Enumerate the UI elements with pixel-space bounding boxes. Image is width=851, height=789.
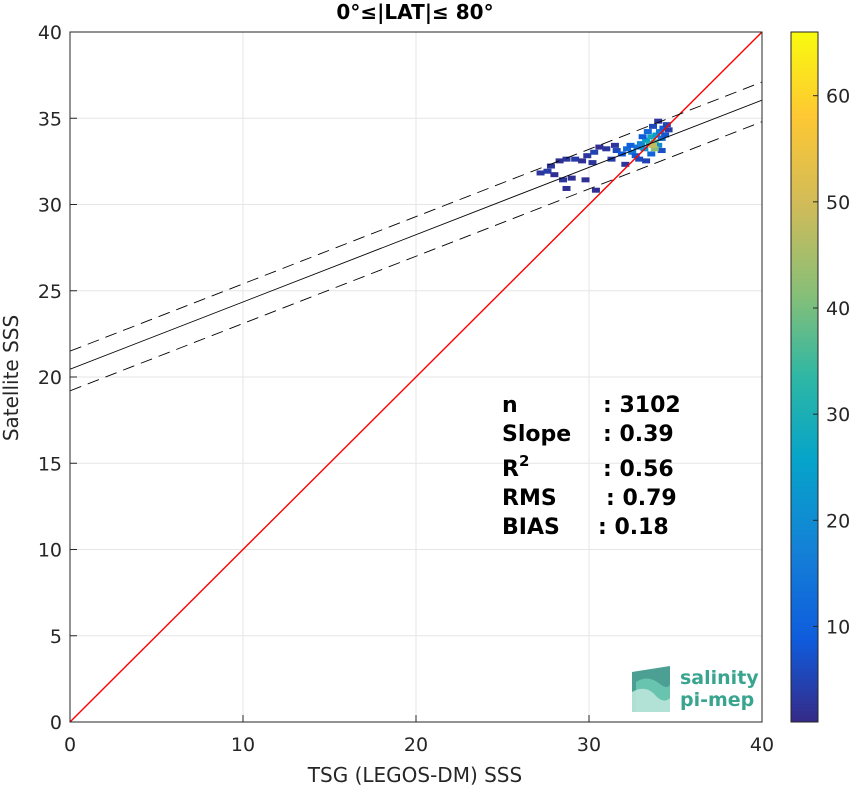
y-tick-label: 40 [38, 22, 62, 44]
density-cells [536, 118, 673, 193]
density-cell [655, 129, 664, 135]
density-cell [638, 134, 647, 140]
regression-lines [70, 32, 762, 722]
x-tick-label: 20 [404, 734, 428, 756]
colorbar-tick-label: 30 [826, 404, 850, 426]
y-tick-label: 10 [38, 540, 62, 562]
density-cell [657, 148, 666, 154]
x-axis-ticks: 0 10 20 30 40 [64, 715, 774, 756]
density-cell [583, 153, 592, 159]
density-cell [602, 146, 611, 152]
density-cell [578, 158, 587, 164]
x-tick-label: 30 [577, 734, 601, 756]
density-cell [661, 132, 670, 138]
density-cell [581, 177, 590, 183]
density-cell [610, 142, 619, 148]
colorbar-tick-label: 60 [826, 86, 850, 108]
density-cell [635, 156, 644, 162]
y-tick-label: 30 [38, 195, 62, 217]
density-cell [628, 149, 637, 155]
density-cell [642, 158, 651, 164]
logo-text-line2: pi-mep [680, 689, 754, 711]
colorbar-tick-label: 20 [826, 510, 850, 532]
density-cell [562, 156, 571, 162]
density-cell [649, 123, 658, 129]
density-cell [664, 127, 673, 133]
density-cell [543, 168, 552, 174]
y-axis-ticks: 0 5 10 15 20 25 30 35 40 [38, 22, 77, 734]
chart-title: 0°≤|LAT|≤ 80° [336, 0, 493, 24]
density-cell [590, 149, 599, 155]
density-cell [626, 142, 635, 148]
colorbar-tick-label: 10 [826, 616, 850, 638]
y-tick-label: 25 [38, 281, 62, 303]
density-cell [657, 135, 666, 141]
density-cell [654, 118, 663, 124]
density-cell [642, 137, 651, 143]
identity-line [70, 32, 762, 722]
colorbar-tick-label: 50 [826, 192, 850, 214]
stat-rms-label: RMS [502, 486, 557, 511]
stat-bias-label: BIAS [502, 515, 560, 540]
upper-bound-line [70, 81, 762, 352]
density-cell [571, 156, 580, 162]
stat-rms-value: : 0.79 [606, 486, 677, 511]
density-cell [607, 156, 616, 162]
density-cell [536, 170, 545, 176]
y-tick-label: 35 [38, 108, 62, 130]
density-cell [643, 129, 652, 135]
density-cell [647, 134, 656, 140]
density-cell [546, 163, 555, 169]
stat-slope-value: : 0.39 [603, 422, 674, 447]
density-cell [591, 187, 600, 193]
y-tick-label: 0 [50, 712, 62, 734]
statistics-box: n : 3102 Slope : 0.39 R2 : 0.56 RMS : 0.… [502, 393, 681, 540]
density-cell [649, 142, 658, 148]
density-cell [633, 144, 642, 150]
stat-n-label: n [502, 393, 518, 418]
stat-r2-label: R2 [502, 452, 529, 482]
y-tick-label: 15 [38, 453, 62, 475]
density-cell [631, 153, 640, 159]
density-cell [559, 177, 568, 183]
stat-bias-value: : 0.18 [598, 515, 669, 540]
density-cell [621, 161, 630, 167]
logo-text-line1: salinity [680, 667, 759, 689]
density-cell [555, 158, 564, 164]
stat-n-value: : 3102 [603, 393, 681, 418]
x-tick-label: 0 [64, 734, 76, 756]
y-tick-label: 20 [38, 367, 62, 389]
density-cell [654, 142, 663, 148]
y-axis-label: Satellite SSS [0, 315, 23, 441]
density-cell [595, 144, 604, 150]
colorbar-ticks: 10 20 30 40 50 60 [813, 86, 850, 638]
x-axis-label: TSG (LEGOS-DM) SSS [307, 763, 522, 787]
y-tick-label: 5 [50, 626, 62, 648]
colorbar-tick-label: 40 [826, 298, 850, 320]
density-cell [588, 160, 597, 166]
colorbar [790, 31, 819, 723]
density-cell [659, 125, 668, 131]
density-cell [652, 132, 661, 138]
density-cell [650, 146, 659, 152]
stat-r2-value: : 0.56 [603, 457, 674, 482]
density-cell [662, 122, 671, 128]
stat-slope-label: Slope [502, 422, 571, 447]
x-tick-label: 10 [231, 734, 255, 756]
density-cell [617, 151, 626, 157]
fit-line [70, 99, 762, 370]
density-cell [647, 151, 656, 157]
salinity-pi-mep-logo: salinity pi-mep [632, 666, 759, 712]
density-cell [636, 141, 645, 147]
lower-bound-line [70, 121, 762, 392]
density-cell [562, 185, 571, 191]
x-tick-label: 40 [750, 734, 774, 756]
density-cell [612, 148, 621, 154]
density-cell [550, 172, 559, 178]
density-cell [567, 175, 576, 181]
density-cell [623, 146, 632, 152]
